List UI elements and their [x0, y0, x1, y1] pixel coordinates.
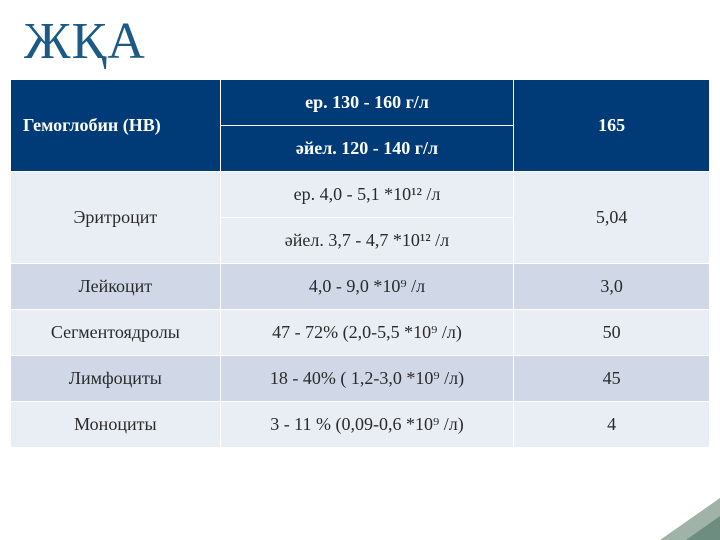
norm-cell: 18 - 40% ( 1,2-3,0 *10⁹ /л) [220, 356, 514, 402]
cbc-table: Гемоглобин (НВ) ер. 130 - 160 г/л 165 әй… [10, 79, 710, 448]
norm-cell: ер. 130 - 160 г/л [220, 80, 514, 126]
table-row: Лимфоциты 18 - 40% ( 1,2-3,0 *10⁹ /л) 45 [11, 356, 710, 402]
table-row: Гемоглобин (НВ) ер. 130 - 160 г/л 165 [11, 80, 710, 126]
value-cell: 4 [514, 402, 710, 448]
param-cell: Лейкоцит [11, 264, 221, 310]
table-row: Лейкоцит 4,0 - 9,0 *10⁹ /л 3,0 [11, 264, 710, 310]
table-row: Моноциты 3 - 11 % (0,09-0,6 *10⁹ /л) 4 [11, 402, 710, 448]
param-cell: Моноциты [11, 402, 221, 448]
param-cell: Сегментоядролы [11, 310, 221, 356]
value-cell: 50 [514, 310, 710, 356]
corner-decor-icon [686, 516, 720, 540]
value-cell: 45 [514, 356, 710, 402]
norm-cell: 4,0 - 9,0 *10⁹ /л [220, 264, 514, 310]
value-cell: 165 [514, 80, 710, 172]
slide-title: ЖҚА [0, 0, 720, 79]
table-row: Эритроцит ер. 4,0 - 5,1 *10¹² /л 5,04 [11, 172, 710, 218]
value-cell: 3,0 [514, 264, 710, 310]
norm-cell: 3 - 11 % (0,09-0,6 *10⁹ /л) [220, 402, 514, 448]
norm-cell: ер. 4,0 - 5,1 *10¹² /л [220, 172, 514, 218]
param-cell: Гемоглобин (НВ) [11, 80, 221, 172]
norm-cell: әйел. 3,7 - 4,7 *10¹² /л [220, 218, 514, 264]
norm-cell: 47 - 72% (2,0-5,5 *10⁹ /л) [220, 310, 514, 356]
param-cell: Эритроцит [11, 172, 221, 264]
table-row: Сегментоядролы 47 - 72% (2,0-5,5 *10⁹ /л… [11, 310, 710, 356]
norm-cell: әйел. 120 - 140 г/л [220, 126, 514, 172]
param-cell: Лимфоциты [11, 356, 221, 402]
value-cell: 5,04 [514, 172, 710, 264]
